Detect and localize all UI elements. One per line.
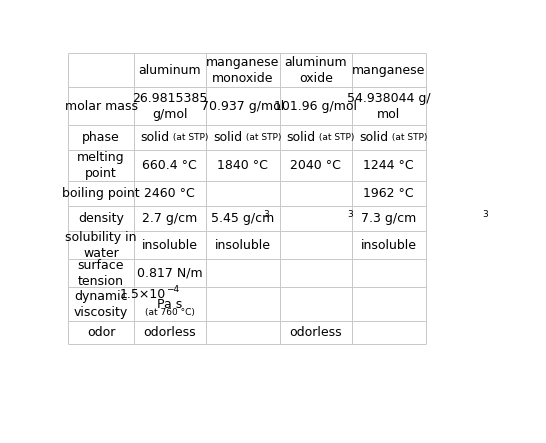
Text: 54.938044 g/
mol: 54.938044 g/ mol bbox=[347, 92, 431, 121]
Text: 3: 3 bbox=[348, 210, 353, 219]
Text: insoluble: insoluble bbox=[361, 238, 417, 252]
Text: 1244 °C: 1244 °C bbox=[364, 159, 414, 172]
Text: 101.96 g/mol: 101.96 g/mol bbox=[274, 100, 357, 113]
Text: (at STP): (at STP) bbox=[389, 133, 428, 142]
Text: 3: 3 bbox=[263, 210, 269, 219]
Text: solid: solid bbox=[213, 131, 243, 144]
Text: 5.45 g/cm: 5.45 g/cm bbox=[211, 212, 275, 225]
Text: aluminum
oxide: aluminum oxide bbox=[284, 56, 347, 85]
Text: −4: −4 bbox=[165, 285, 179, 295]
Text: 3: 3 bbox=[482, 210, 488, 219]
Text: surface
tension: surface tension bbox=[78, 259, 124, 288]
Text: manganese
monoxide: manganese monoxide bbox=[206, 56, 280, 85]
Text: (at STP): (at STP) bbox=[316, 133, 354, 142]
Text: 1840 °C: 1840 °C bbox=[217, 159, 268, 172]
Text: 0.817 N/m: 0.817 N/m bbox=[137, 267, 203, 280]
Text: manganese: manganese bbox=[352, 64, 425, 77]
Text: 7.3 g/cm: 7.3 g/cm bbox=[361, 212, 417, 225]
Text: odor: odor bbox=[87, 326, 115, 339]
Text: boiling point: boiling point bbox=[62, 187, 140, 200]
Text: solid: solid bbox=[360, 131, 389, 144]
Text: phase: phase bbox=[82, 131, 120, 144]
Text: 660.4 °C: 660.4 °C bbox=[143, 159, 197, 172]
Text: dynamic
viscosity: dynamic viscosity bbox=[74, 290, 128, 319]
Text: (at 760 °C): (at 760 °C) bbox=[145, 308, 195, 317]
Text: (at STP): (at STP) bbox=[243, 133, 282, 142]
Text: 2460 °C: 2460 °C bbox=[145, 187, 195, 200]
Text: 2.7 g/cm: 2.7 g/cm bbox=[142, 212, 198, 225]
Text: solid: solid bbox=[287, 131, 316, 144]
Text: odorless: odorless bbox=[289, 326, 342, 339]
Text: odorless: odorless bbox=[144, 326, 196, 339]
Text: Pa s: Pa s bbox=[157, 298, 182, 311]
Text: (at STP): (at STP) bbox=[170, 133, 209, 142]
Text: insoluble: insoluble bbox=[215, 238, 271, 252]
Text: insoluble: insoluble bbox=[142, 238, 198, 252]
Text: 2040 °C: 2040 °C bbox=[290, 159, 341, 172]
Text: 26.9815385
g/mol: 26.9815385 g/mol bbox=[132, 92, 207, 121]
Text: 1962 °C: 1962 °C bbox=[364, 187, 414, 200]
Text: molar mass: molar mass bbox=[64, 100, 138, 113]
Text: 70.937 g/mol: 70.937 g/mol bbox=[201, 100, 284, 113]
Text: 1.5×10: 1.5×10 bbox=[120, 288, 165, 301]
Text: melting
point: melting point bbox=[77, 151, 125, 180]
Text: solubility in
water: solubility in water bbox=[66, 230, 137, 260]
Text: density: density bbox=[78, 212, 124, 225]
Text: solid: solid bbox=[141, 131, 170, 144]
Text: aluminum: aluminum bbox=[139, 64, 201, 77]
